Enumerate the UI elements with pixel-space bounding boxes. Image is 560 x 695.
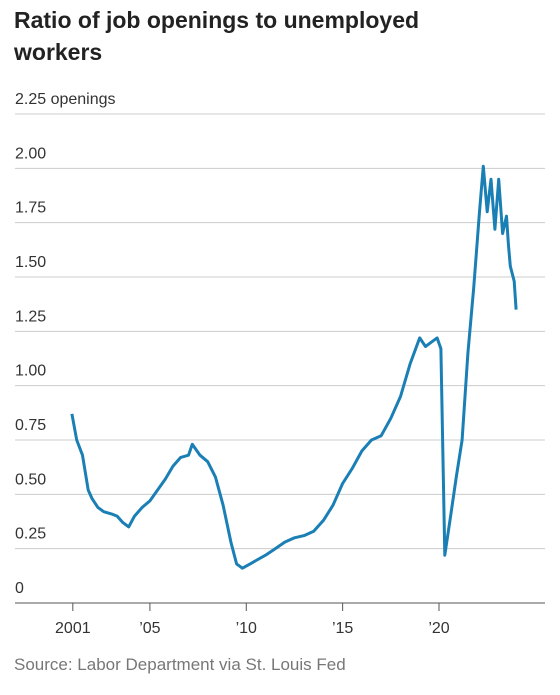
y-tick-label: 2.25 openings [15,91,116,108]
y-tick-label: 1.25 [15,308,46,325]
chart-title: Ratio of job openings to unemployed work… [14,7,420,65]
x-tick-label: ’20 [428,620,449,637]
data-line [70,164,518,570]
y-tick-label: 0.50 [15,471,46,488]
y-tick-label: 1.50 [15,254,46,271]
chart: 0 0.25 0.50 0.75 1.00 1.25 1.50 1.75 2.00 2.25 op… [15,91,545,637]
y-tick-label: 2.00 [15,145,46,162]
y-tick-label: 0 [15,580,24,597]
x-tick-label: ’15 [332,620,353,637]
y-tick-label: 1.00 [15,363,46,380]
y-tick-label: 0.25 [15,526,46,543]
x-tick-label: ’10 [236,620,257,637]
x-tick-label: 2001 [55,620,91,637]
x-tick-label: ’05 [139,620,160,637]
source-note: Source: Labor Department via St. Louis F… [14,655,346,674]
y-tick-label: 1.75 [15,200,46,217]
y-tick-label: 0.75 [15,417,46,434]
